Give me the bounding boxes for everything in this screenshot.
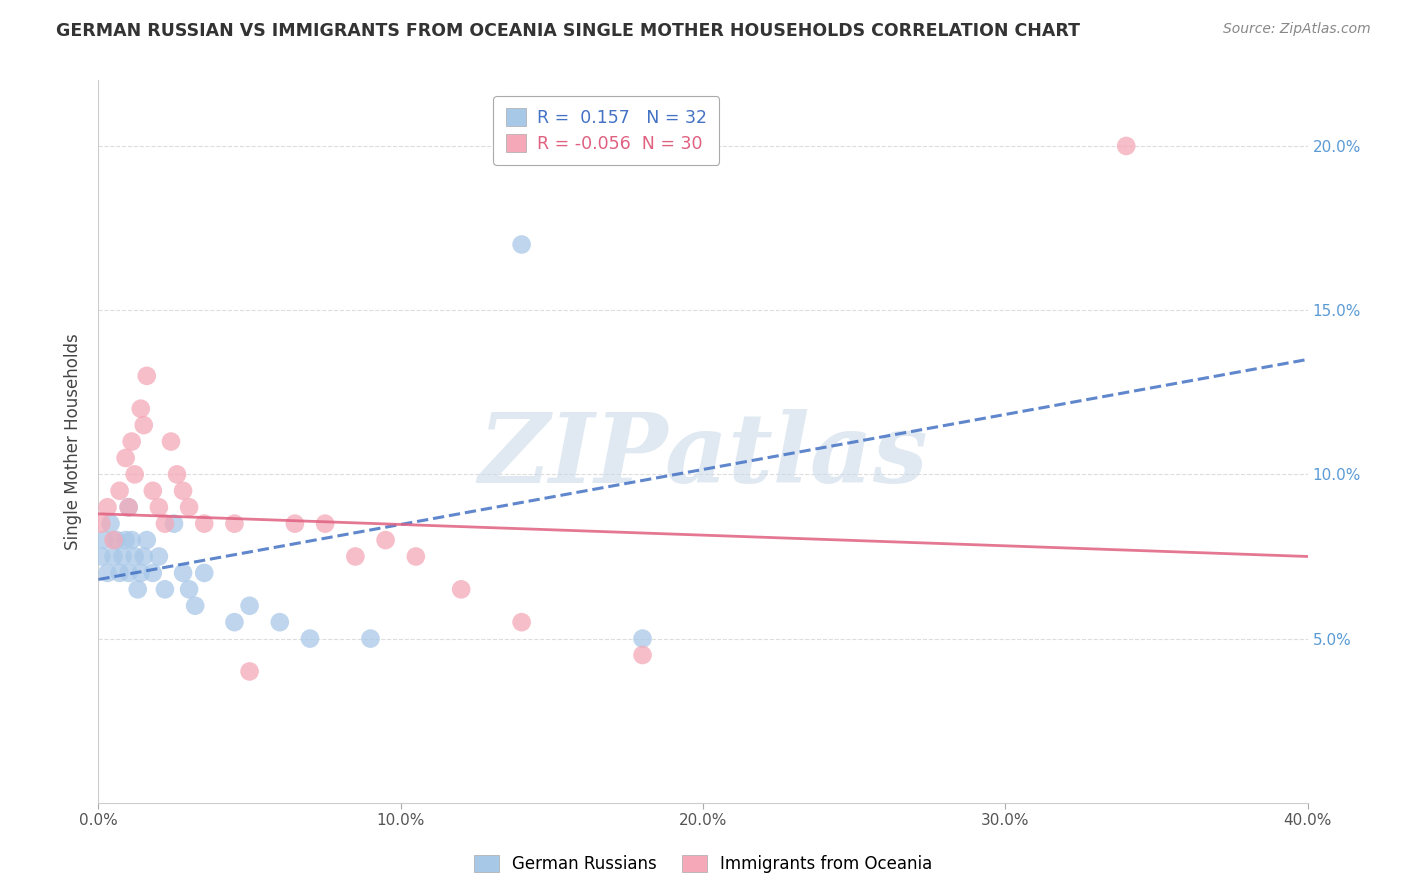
Point — [121, 434, 143, 449]
Point — [148, 500, 170, 515]
Point — [118, 500, 141, 515]
Point — [135, 533, 157, 547]
Point — [90, 549, 112, 564]
Point — [224, 516, 246, 531]
Point — [108, 566, 131, 580]
Point — [166, 467, 188, 482]
Point — [142, 483, 165, 498]
Point — [172, 483, 194, 498]
Point — [184, 599, 207, 613]
Point — [103, 549, 125, 564]
Point — [299, 632, 322, 646]
Point — [179, 500, 201, 515]
Point — [160, 434, 183, 449]
Point — [510, 237, 533, 252]
Point — [114, 533, 136, 547]
Point — [631, 632, 654, 646]
Point — [93, 533, 115, 547]
Point — [631, 648, 654, 662]
Point — [239, 665, 262, 679]
Point — [132, 549, 155, 564]
Point — [163, 516, 186, 531]
Point — [132, 418, 155, 433]
Point — [124, 467, 146, 482]
Point — [96, 566, 118, 580]
Point — [450, 582, 472, 597]
Point — [127, 582, 149, 597]
Point — [172, 566, 194, 580]
Point — [118, 566, 141, 580]
Point — [193, 516, 215, 531]
Point — [405, 549, 427, 564]
Text: Source: ZipAtlas.com: Source: ZipAtlas.com — [1223, 22, 1371, 37]
Point — [108, 483, 131, 498]
Point — [129, 401, 152, 416]
Point — [96, 500, 118, 515]
Y-axis label: Single Mother Households: Single Mother Households — [65, 334, 83, 549]
Point — [179, 582, 201, 597]
Point — [142, 566, 165, 580]
Point — [314, 516, 336, 531]
Point — [111, 549, 134, 564]
Point — [344, 549, 367, 564]
Point — [121, 533, 143, 547]
Point — [100, 516, 122, 531]
Point — [269, 615, 291, 630]
Point — [284, 516, 307, 531]
Point — [114, 450, 136, 465]
Point — [239, 599, 262, 613]
Point — [510, 615, 533, 630]
Point — [135, 368, 157, 383]
Point — [148, 549, 170, 564]
Point — [153, 582, 176, 597]
Point — [153, 516, 176, 531]
Text: ZIPatlas: ZIPatlas — [478, 409, 928, 503]
Point — [118, 500, 141, 515]
Point — [90, 516, 112, 531]
Point — [224, 615, 246, 630]
Point — [374, 533, 396, 547]
Point — [1115, 139, 1137, 153]
Point — [103, 533, 125, 547]
Point — [124, 549, 146, 564]
Point — [193, 566, 215, 580]
Text: GERMAN RUSSIAN VS IMMIGRANTS FROM OCEANIA SINGLE MOTHER HOUSEHOLDS CORRELATION C: GERMAN RUSSIAN VS IMMIGRANTS FROM OCEANI… — [56, 22, 1080, 40]
Legend: German Russians, Immigrants from Oceania: German Russians, Immigrants from Oceania — [465, 847, 941, 881]
Point — [105, 533, 128, 547]
Point — [129, 566, 152, 580]
Point — [360, 632, 382, 646]
